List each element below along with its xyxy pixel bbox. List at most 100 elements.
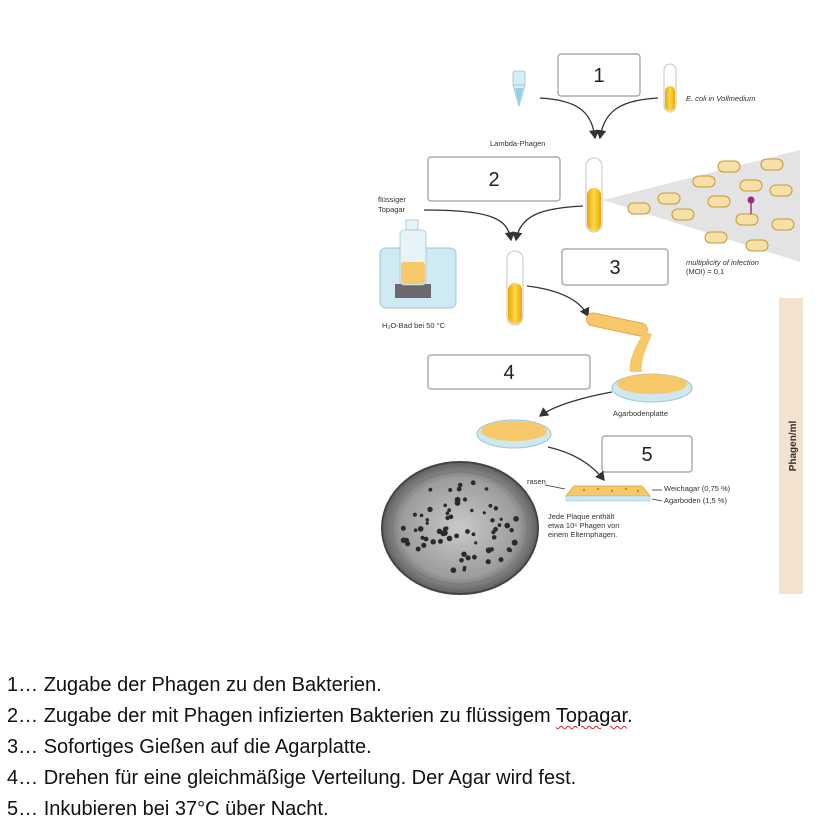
step-2-box: 2 — [427, 156, 561, 202]
plaque-dot — [497, 523, 502, 527]
agar-cross-section — [544, 484, 663, 502]
water-bath-label: H₂O-Bad bei 50 °C — [382, 321, 446, 330]
plaque-dot — [446, 535, 453, 542]
topagar-tube — [506, 250, 524, 326]
phage-concentration-bar: Phagen/ml — [779, 298, 803, 594]
step-2-instruction: 2… Zugabe der mit Phagen infizierten Bak… — [7, 705, 633, 727]
bacteria-zoom — [603, 150, 800, 262]
step-5-instruction: 5… Inkubieren bei 37°C über Nacht. — [7, 798, 329, 820]
step-4-number: 4 — [503, 362, 514, 384]
plaque-dot — [454, 533, 459, 539]
plaque-dot — [413, 528, 418, 532]
plaque-label-1: Jede Plaque enthält — [548, 512, 615, 521]
plaque-dot — [485, 559, 491, 565]
plaque-dot — [508, 548, 513, 553]
plaque-dot — [441, 529, 448, 536]
arrow-infection-to-topagar — [512, 205, 584, 242]
plaque-dot — [472, 554, 477, 560]
plaque-dot — [448, 514, 454, 520]
soft-agar-label: Weichagar (0,75 %) — [664, 484, 731, 493]
step-1-box: 1 — [557, 53, 641, 97]
plaque-dot — [470, 508, 474, 513]
step-2-number: 2 — [488, 169, 499, 191]
bacteria-cells — [627, 158, 795, 252]
plaque-dot — [436, 528, 443, 534]
plaque-dot — [489, 547, 494, 552]
plaque-dot — [445, 515, 450, 521]
plaque-dot — [405, 541, 411, 547]
step-instructions-list: 1… Zugabe der Phagen zu den Bakterien. 2… — [7, 671, 633, 826]
plaque-dot — [427, 506, 433, 513]
swirled-plate — [476, 419, 552, 449]
plaque-dots — [400, 480, 519, 573]
plaque-dot — [447, 508, 452, 512]
plaque-dot — [465, 529, 470, 534]
receiving-agar-plate — [611, 373, 693, 403]
plaque-dot — [491, 535, 497, 540]
plaque-dot — [456, 486, 462, 492]
step-3-box: 3 — [561, 248, 669, 286]
plaque-dot — [488, 503, 493, 508]
plaque-dot — [430, 539, 436, 545]
plaque-dot — [450, 567, 457, 573]
arrow-to-swirl — [538, 391, 613, 417]
plaque-dot — [498, 557, 504, 563]
plaque-dot — [423, 536, 429, 542]
plaque-dot — [454, 496, 461, 503]
plaque-dot — [412, 512, 417, 517]
plaque-dot — [445, 511, 450, 516]
step-1-instruction: 1… Zugabe der Phagen zu den Bakterien. — [7, 674, 382, 696]
topagar-label-1: flüssiger — [378, 195, 406, 204]
step-4-box: 4 — [427, 354, 591, 390]
agar-base-label: Agarboden (1,5 %) — [664, 496, 727, 505]
lawn-label: rasen — [527, 477, 546, 486]
arrow-ecoli-to-tube — [595, 97, 659, 140]
arrow-topagar-to-tube — [423, 209, 516, 242]
plaque-dot — [506, 523, 510, 528]
plaque-dot — [471, 532, 476, 537]
plaque-dot — [493, 506, 499, 511]
moi-label-1: multiplicity of infection — [686, 258, 759, 267]
plaque-dot — [511, 539, 518, 546]
plaque-label-2: etwa 10⁶ Phagen von — [548, 521, 619, 530]
plaque-dot — [461, 551, 467, 557]
plaque-dot — [459, 558, 464, 563]
step-3-instruction: 3… Sofortiges Gießen auf die Agarplatte. — [7, 736, 372, 758]
topagar-label-2: Topagar — [378, 205, 406, 214]
phage-plaque-assay-diagram: Phagen/ml Lambda-Phagen E. coli in Vollm… — [378, 53, 803, 595]
plaque-dot — [470, 480, 476, 486]
plaque-dot — [400, 537, 407, 544]
plaque-dot — [499, 517, 503, 521]
plaque-dot — [493, 526, 498, 532]
ecoli-label: E. coli in Vollmedium — [686, 94, 755, 103]
plaque-dot — [425, 521, 429, 525]
plaque-dot — [490, 518, 495, 523]
lambda-phage-tube — [512, 70, 526, 108]
plaque-dot — [465, 555, 471, 561]
plaque-dot — [513, 516, 519, 522]
plaque-dot — [457, 482, 463, 488]
plaque-dot — [415, 546, 421, 552]
water-bath — [379, 219, 457, 309]
phage-particle — [747, 196, 755, 214]
plaque-dot — [438, 538, 443, 544]
moi-label-2: (MOI) = 0,1 — [686, 267, 724, 276]
step-3-number: 3 — [609, 257, 620, 279]
step-5-box: 5 — [601, 435, 693, 473]
plaque-dot — [421, 542, 427, 548]
topagar-bottle — [399, 219, 427, 286]
step-1-number: 1 — [593, 65, 604, 87]
plaque-dot — [417, 526, 424, 532]
ecoli-tube — [663, 63, 677, 113]
plaque-dot — [474, 541, 478, 545]
plaque-dot — [400, 525, 406, 531]
arrow-tube-to-pour — [526, 285, 590, 318]
spellcheck-flagged-word: Topagar — [555, 705, 627, 727]
plaque-dot — [443, 503, 448, 508]
arrow-to-cross-section — [547, 446, 605, 482]
plaque-dot — [419, 513, 424, 518]
side-bar-label: Phagen/ml — [788, 421, 799, 472]
petri-dish-photo — [381, 461, 539, 595]
step-4-instruction: 4… Drehen für eine gleichmäßige Verteilu… — [7, 767, 577, 789]
plaque-dot — [425, 518, 430, 522]
